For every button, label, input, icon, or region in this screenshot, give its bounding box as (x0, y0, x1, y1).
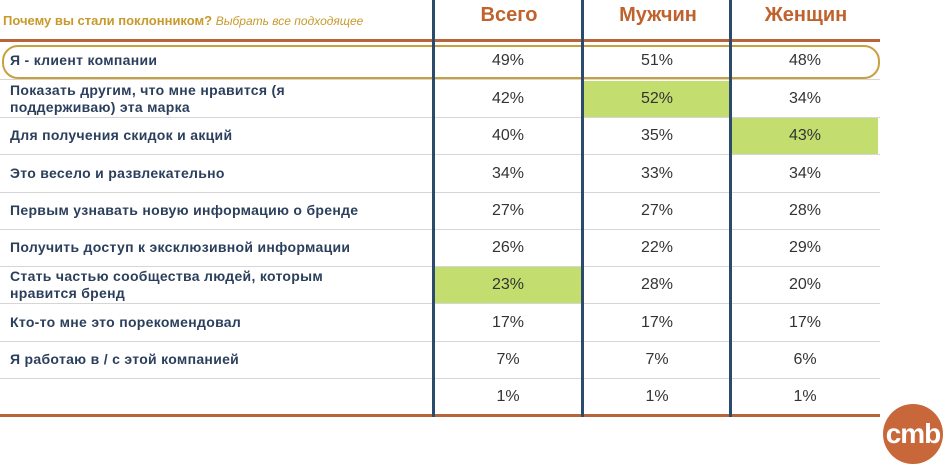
value-cell: 20% (788, 276, 822, 293)
row-label: Кто-то мне это порекомендовал (10, 314, 430, 331)
value-cell: 49% (491, 52, 525, 69)
row-label-line: Первым узнавать новую информацию о бренд… (10, 202, 359, 218)
value-cell: 1% (645, 388, 669, 405)
value-cell: 43% (732, 118, 878, 154)
row-label-line: Для получения скидок и акций (10, 127, 233, 143)
value-cell: 52% (584, 81, 730, 117)
value-cell: 7% (496, 351, 520, 368)
row-label-line: нравится бренд (10, 284, 126, 301)
row-label-line: поддерживаю) эта марка (10, 98, 190, 115)
row-separator (0, 79, 880, 80)
row-label: Стать частью сообщества людей, которым нр… (10, 268, 430, 302)
column-header: Мужчин (619, 4, 697, 26)
value-cell: 26% (491, 239, 525, 256)
value-cell: 1% (793, 388, 817, 405)
row-label-line: Получить доступ к эксклюзивной информаци… (10, 239, 351, 255)
value-cell: 17% (788, 314, 822, 331)
value-cell: 6% (793, 351, 817, 368)
row-label: Показать другим, что мне нравится (я подд… (10, 82, 430, 116)
row-label: Для получения скидок и акций (10, 127, 430, 144)
value-cell: 28% (640, 276, 674, 293)
value-cell: 34% (788, 90, 822, 107)
row-label: Это весело и развлекательно (10, 165, 430, 182)
row-label-line: Кто-то мне это порекомендовал (10, 314, 242, 330)
value-cell: 22% (640, 239, 674, 256)
logo-text: cmb (885, 418, 942, 449)
value-cell: 48% (788, 52, 822, 69)
cmb-logo: cmb (883, 404, 943, 464)
row-separator (0, 192, 880, 193)
row-separator (0, 341, 880, 342)
question-header: Почему вы стали поклонником? Выбрать все… (3, 13, 363, 28)
value-cell: 34% (491, 165, 525, 182)
value-cell: 33% (640, 165, 674, 182)
question-hint: Выбрать все подходящее (215, 14, 364, 28)
column-header: Женщин (764, 4, 848, 26)
value-cell: 42% (491, 90, 525, 107)
value-cell: 29% (788, 239, 822, 256)
row-label: Первым узнавать новую информацию о бренд… (10, 202, 430, 219)
value-cell: 28% (788, 202, 822, 219)
value-cell: 35% (640, 127, 674, 144)
row-label-line: Я - клиент компании (10, 52, 158, 68)
column-divider (729, 0, 732, 417)
value-cell: 51% (640, 52, 674, 69)
row-separator (0, 117, 880, 118)
column-divider (581, 0, 584, 417)
row-label-line: Я работаю в / с этой компанией (10, 351, 240, 367)
header-rule (0, 39, 880, 42)
value-cell: 23% (435, 267, 581, 303)
value-cell: 1% (496, 388, 520, 405)
footer-rule (0, 414, 880, 417)
row-separator (0, 229, 880, 230)
column-header: Всего (480, 4, 538, 26)
row-label: Я - клиент компании (10, 52, 430, 69)
row-separator (0, 154, 880, 155)
value-cell: 27% (640, 202, 674, 219)
row-label-line: Стать частью сообщества людей, которым (10, 267, 324, 284)
row-separator (0, 266, 880, 267)
value-cell: 34% (788, 165, 822, 182)
row-separator (0, 378, 880, 379)
value-cell: 40% (491, 127, 525, 144)
row-label-line: Это весело и развлекательно (10, 165, 225, 181)
value-cell: 27% (491, 202, 525, 219)
question-text: Почему вы стали поклонником? (3, 13, 213, 28)
row-label: Я работаю в / с этой компанией (10, 351, 430, 368)
value-cell: 17% (640, 314, 674, 331)
highlight-oval (2, 45, 880, 79)
column-divider (432, 0, 435, 417)
row-label: Получить доступ к эксклюзивной информаци… (10, 239, 430, 256)
value-cell: 17% (491, 314, 525, 331)
row-separator (0, 303, 880, 304)
value-cell: 7% (645, 351, 669, 368)
row-label-line: Показать другим, что мне нравится (я (10, 81, 285, 98)
